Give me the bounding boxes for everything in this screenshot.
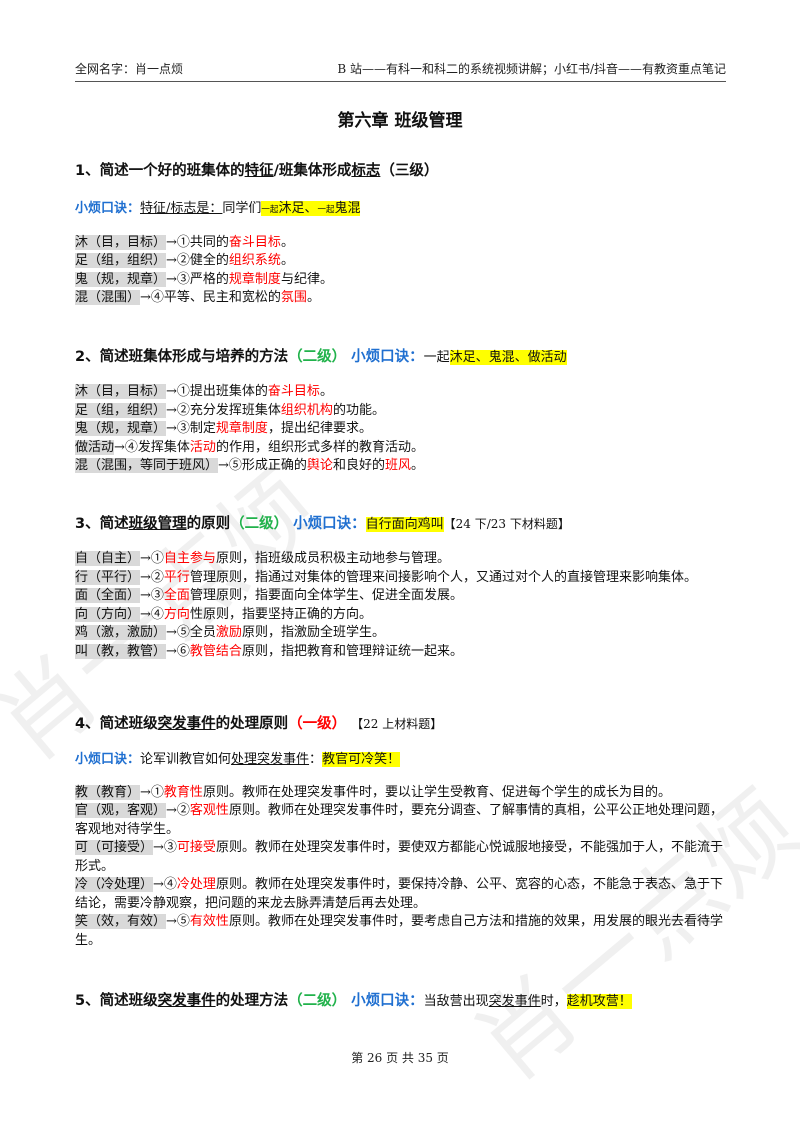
section-1-mnemonic: 小烦口诀：特征/标志是：同学们一起沐足、一起鬼混 <box>75 201 361 216</box>
page-header: 全网名字：肖一点烦 B 站——有科一和科二的系统视频讲解；小红书/抖音——有教资… <box>75 60 726 82</box>
section-4-list: 教（教育）→①教育性原则。教师在处理突发事件时，要以让学生受教育、促进每个学生的… <box>75 784 735 951</box>
list-item: 教（教育）→①教育性原则。教师在处理突发事件时，要以让学生受教育、促进每个学生的… <box>75 784 671 800</box>
list-item: 足（组，组织）→②充分发挥班集体组织机构的功能。 <box>75 402 385 418</box>
section-3-list: 自（自主）→①自主参与原则，指班级成员积极主动地参与管理。 行（平行）→②平行管… <box>75 550 735 661</box>
list-item: 鬼（规，规章）→③严格的规章制度与纪律。 <box>75 271 333 287</box>
section-2-heading: 2、简述班集体形成与培养的方法（二级） 小烦口诀：一起沐足、鬼混、做活动 <box>75 349 567 365</box>
list-item: 沐（目，目标）→①提出班集体的奋斗目标。 <box>75 384 333 399</box>
list-item: 足（组，组织）→②健全的组织系统。 <box>75 253 294 268</box>
section-3-heading: 3、简述班级管理的原则（二级） 小烦口诀：自行面向鸡叫【24 下/23 下材料题… <box>75 516 570 532</box>
section-5: 5、简述班级突发事件的处理方法（二级） 小烦口诀：当敌营出现突发事件时，趁机攻营… <box>75 990 735 1013</box>
list-item: 自（自主）→①自主参与原则，指班级成员积极主动地参与管理。 <box>75 551 450 566</box>
chapter-title: 第六章 班级管理 <box>337 111 463 131</box>
list-item: 面（全面）→③全面管理原则，指要面向全体学生、促进全面发展。 <box>75 588 463 603</box>
list-item: 混（混围）→④平等、民主和宽松的氛围。 <box>75 290 320 305</box>
section-3: 3、简述班级管理的原则（二级） 小烦口诀：自行面向鸡叫【24 下/23 下材料题… <box>75 513 735 661</box>
section-2: 2、简述班集体形成与培养的方法（二级） 小烦口诀：一起沐足、鬼混、做活动 沐（目… <box>75 346 735 476</box>
section-1-list: 沐（目，目标）→①共同的奋斗目标。 足（组，组织）→②健全的组织系统。 鬼（规，… <box>75 234 735 308</box>
section-1: 1、简述一个好的班集体的特征/班集体形成标志（三级） 小烦口诀：特征/标志是：同… <box>75 160 735 308</box>
section-4-mnemonic: 小烦口诀：论军训教官如何处理突发事件：教官可冷笑！ <box>75 752 401 767</box>
list-item: 官（观，客观）→②客观性原则。教师在处理突发事件时，要充分调查、了解事情的真相，… <box>75 803 723 837</box>
list-item: 叫（教，教管）→⑥教管结合原则，指把教育和管理辩证统一起来。 <box>75 643 463 659</box>
header-right: B 站——有科一和科二的系统视频讲解；小红书/抖音——有教资重点笔记 <box>337 62 726 76</box>
list-item: 做活动→④发挥集体活动的作用，组织形式多样的教育活动。 <box>75 439 424 455</box>
section-2-list: 沐（目，目标）→①提出班集体的奋斗目标。 足（组，组织）→②充分发挥班集体组织机… <box>75 383 735 476</box>
page-footer: 第 26 页 共 35 页 <box>351 1051 449 1065</box>
header-left: 全网名字：肖一点烦 <box>75 62 184 76</box>
list-item: 鸡（激，激励）→⑤全员激励原则，指激励全班学生。 <box>75 625 385 640</box>
section-1-heading: 1、简述一个好的班集体的特征/班集体形成标志（三级） <box>75 163 439 179</box>
list-item: 向（方向）→④方向性原则，指要坚持正确的方向。 <box>75 606 372 622</box>
section-5-heading: 5、简述班级突发事件的处理方法（二级） 小烦口诀：当敌营出现突发事件时，趁机攻营… <box>75 993 632 1009</box>
list-item: 行（平行）→②平行管理原则，指通过对集体的管理来间接影响个人，又通过对个人的直接… <box>75 569 697 585</box>
list-item: 可（可接受）→③可接受原则。教师在处理突发事件时，要使双方都能心悦诚服地接受，不… <box>75 840 723 874</box>
list-item: 沐（目，目标）→①共同的奋斗目标。 <box>75 234 294 250</box>
list-item: 混（混围，等同于班风）→⑤形成正确的舆论和良好的班风。 <box>75 458 424 473</box>
list-item: 冷（冷处理）→④冷处理原则。教师在处理突发事件时，要保持冷静、公平、宽容的心态，… <box>75 877 723 911</box>
list-item: 笑（效，有效）→⑤有效性原则。教师在处理突发事件时，要考虑自己方法和措施的效果，… <box>75 914 723 948</box>
section-4-heading: 4、简述班级突发事件的处理原则（一级） 【22 上材料题】 <box>75 716 443 732</box>
section-4: 4、简述班级突发事件的处理原则（一级） 【22 上材料题】 小烦口诀：论军训教官… <box>75 713 735 950</box>
list-item: 鬼（规，规章）→③制定规章制度，提出纪律要求。 <box>75 421 372 436</box>
